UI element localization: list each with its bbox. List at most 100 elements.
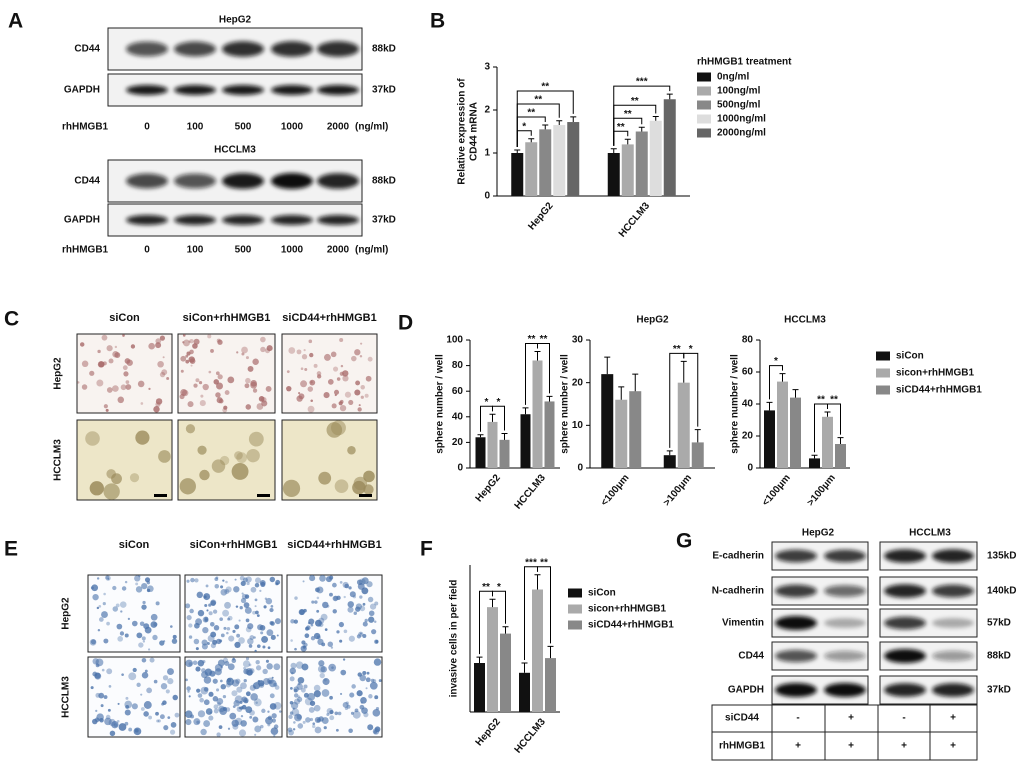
error-bar [779, 373, 786, 382]
cell [234, 717, 243, 726]
cell [315, 587, 320, 593]
cell [200, 728, 207, 736]
size-label: 88kD [987, 651, 1011, 662]
cell [234, 624, 240, 630]
cell [194, 578, 199, 583]
error-bar [477, 434, 484, 438]
legend-label: 0ng/ml [717, 72, 749, 83]
cell [293, 619, 298, 624]
error-bar [528, 138, 535, 143]
cell [200, 394, 204, 398]
size-label: 88kD [372, 44, 396, 55]
cell [215, 392, 221, 398]
cell [231, 719, 239, 727]
significance-label: ** [673, 344, 681, 355]
cell [188, 340, 191, 343]
cell [365, 375, 372, 382]
cell [208, 715, 214, 721]
cell [343, 629, 348, 634]
cell [195, 378, 200, 383]
cell [162, 675, 169, 681]
cell [355, 380, 361, 386]
cell [245, 706, 253, 714]
legend-swatch [697, 72, 711, 82]
significance-label: * [485, 397, 489, 408]
cell [167, 678, 174, 685]
cell [203, 595, 207, 599]
blot-band [884, 584, 926, 598]
error-bar [476, 656, 483, 663]
cell [187, 401, 194, 408]
cell [117, 636, 124, 642]
bar [519, 672, 530, 712]
cell [318, 660, 325, 667]
cell [256, 403, 264, 410]
size-label: 37kD [987, 685, 1011, 696]
cell [101, 668, 105, 672]
cell [286, 385, 292, 392]
y-tick-label: 20 [572, 377, 584, 388]
legend-swatch [697, 86, 711, 96]
cell [203, 699, 210, 706]
cell [253, 686, 256, 689]
cell [293, 688, 298, 693]
cell [140, 402, 144, 405]
cell [189, 608, 194, 614]
cell [292, 728, 296, 731]
cell [309, 700, 316, 706]
error-bar [534, 574, 541, 590]
column-title: siCon+rhHMGB1 [190, 539, 278, 551]
error-bar [811, 454, 818, 459]
cell [234, 451, 243, 460]
cell [369, 603, 377, 610]
cell [316, 609, 320, 613]
cell [357, 582, 365, 590]
cell [266, 629, 274, 637]
blot-band [824, 683, 866, 697]
error-bar [521, 662, 528, 673]
cell [185, 718, 192, 726]
cell [352, 480, 366, 495]
cell [300, 367, 304, 371]
cell [107, 577, 110, 580]
error-bar [604, 356, 611, 375]
cell [245, 691, 251, 697]
cell [274, 618, 281, 625]
bar [544, 401, 555, 468]
cell [216, 688, 220, 692]
cell [150, 621, 158, 628]
row-label: CD44 [74, 44, 100, 55]
cell [120, 384, 127, 391]
cell [288, 714, 293, 719]
cell [141, 583, 148, 590]
cell [260, 631, 264, 635]
cell [182, 334, 186, 337]
cell [273, 682, 278, 687]
blot-band [174, 41, 216, 57]
cell [185, 603, 191, 609]
cell [179, 478, 196, 495]
cell [174, 712, 180, 718]
cell [109, 730, 116, 737]
cell [234, 578, 237, 581]
cell [213, 625, 220, 631]
cell [85, 431, 100, 446]
bar [487, 421, 498, 468]
cell [203, 687, 209, 692]
blot-band [932, 650, 974, 662]
cell [347, 445, 356, 455]
cell [243, 666, 246, 670]
cell [316, 596, 320, 600]
unit-label: (ng/ml) [355, 122, 388, 133]
cell [359, 354, 363, 358]
legend-label: 100ng/ml [717, 86, 761, 97]
blot-band [932, 549, 974, 563]
blot-band [884, 616, 926, 630]
cell [303, 349, 306, 352]
y-tick-label: 10 [572, 420, 584, 431]
table-label: rhHMGB1 [719, 741, 766, 752]
chart-title: HCCLM3 [784, 315, 826, 326]
bar [487, 607, 498, 712]
cell [81, 384, 88, 390]
cell [218, 705, 225, 713]
